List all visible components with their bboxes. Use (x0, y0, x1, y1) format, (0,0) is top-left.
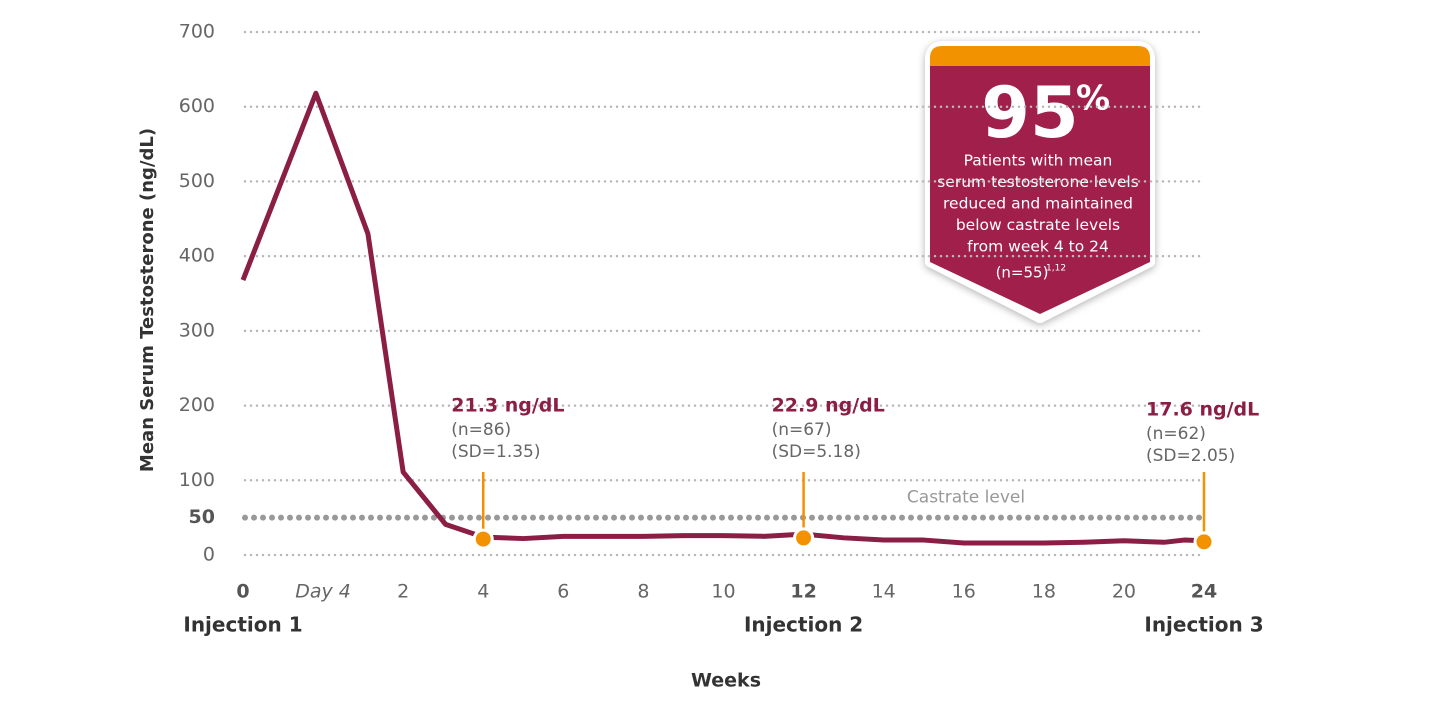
x-tick-label: 24 (1191, 581, 1217, 603)
annotation-n: (n=62) (1146, 424, 1206, 444)
x-tick-label: 10 (711, 581, 735, 603)
x-axis-label: Weeks (691, 670, 761, 692)
annotation-value: 22.9 ng/dL (772, 395, 885, 417)
y-tick-label: 300 (179, 319, 215, 341)
badge-top (930, 46, 1150, 66)
castrate-label: Castrate level (907, 488, 1025, 508)
injection-label: Injection 1 (183, 613, 302, 637)
annotation-value: 21.3 ng/dL (451, 395, 564, 417)
badge-text: Patients with mean (964, 152, 1113, 170)
injection-label: Injection 3 (1144, 613, 1263, 637)
y-tick-label: 0 (203, 544, 215, 566)
annotation-marker (793, 527, 815, 549)
badge-n: (n=55) (996, 264, 1049, 282)
annotation-sd: (SD=2.05) (1146, 446, 1235, 466)
annotation-marker (1193, 531, 1215, 553)
y-tick-label: 50 (189, 506, 215, 528)
badge-body (930, 66, 1150, 314)
y-tick-label: 400 (179, 245, 215, 267)
x-tick-label: Day 4 (295, 581, 351, 603)
x-tick-label: 12 (790, 581, 816, 603)
x-tick-label: 4 (477, 581, 489, 603)
y-tick-label: 500 (179, 170, 215, 192)
x-tick-label: 0 (236, 581, 249, 603)
badge-refs: 1,12 (1046, 264, 1066, 274)
y-tick-label: 600 (179, 95, 215, 117)
badge-text: from week 4 to 24 (967, 238, 1109, 256)
data-line (240, 90, 1205, 546)
annotation-n: (n=86) (451, 420, 511, 440)
y-tick-label: 700 (179, 21, 215, 43)
x-tick-label: 6 (557, 581, 569, 603)
badge-text: reduced and maintained (943, 195, 1133, 213)
annotation-value: 17.6 ng/dL (1146, 399, 1259, 421)
annotation-marker (472, 528, 494, 550)
annotation-n: (n=67) (772, 420, 832, 440)
y-axis-label: Mean Serum Testosterone (ng/dL) (137, 128, 158, 472)
badge: 95 % (n=55) 1,12 Patients with meanserum… (925, 41, 1155, 323)
y-tick-label: 200 (179, 394, 215, 416)
x-tick-label: 2 (397, 581, 409, 603)
x-tick-label: 18 (1032, 581, 1056, 603)
badge-stat: 95 (981, 72, 1078, 154)
annotation-sd: (SD=1.35) (451, 442, 540, 462)
badge-unit: % (1076, 79, 1110, 119)
badge-text: below castrate levels (956, 216, 1120, 234)
x-tick-label: 16 (952, 581, 976, 603)
injection-label: Injection 2 (744, 613, 863, 637)
x-tick-label: 14 (872, 581, 896, 603)
annotation-sd: (SD=5.18) (772, 442, 861, 462)
x-tick-label: 20 (1112, 581, 1136, 603)
x-tick-label: 8 (637, 581, 649, 603)
y-tick-label: 100 (179, 469, 215, 491)
